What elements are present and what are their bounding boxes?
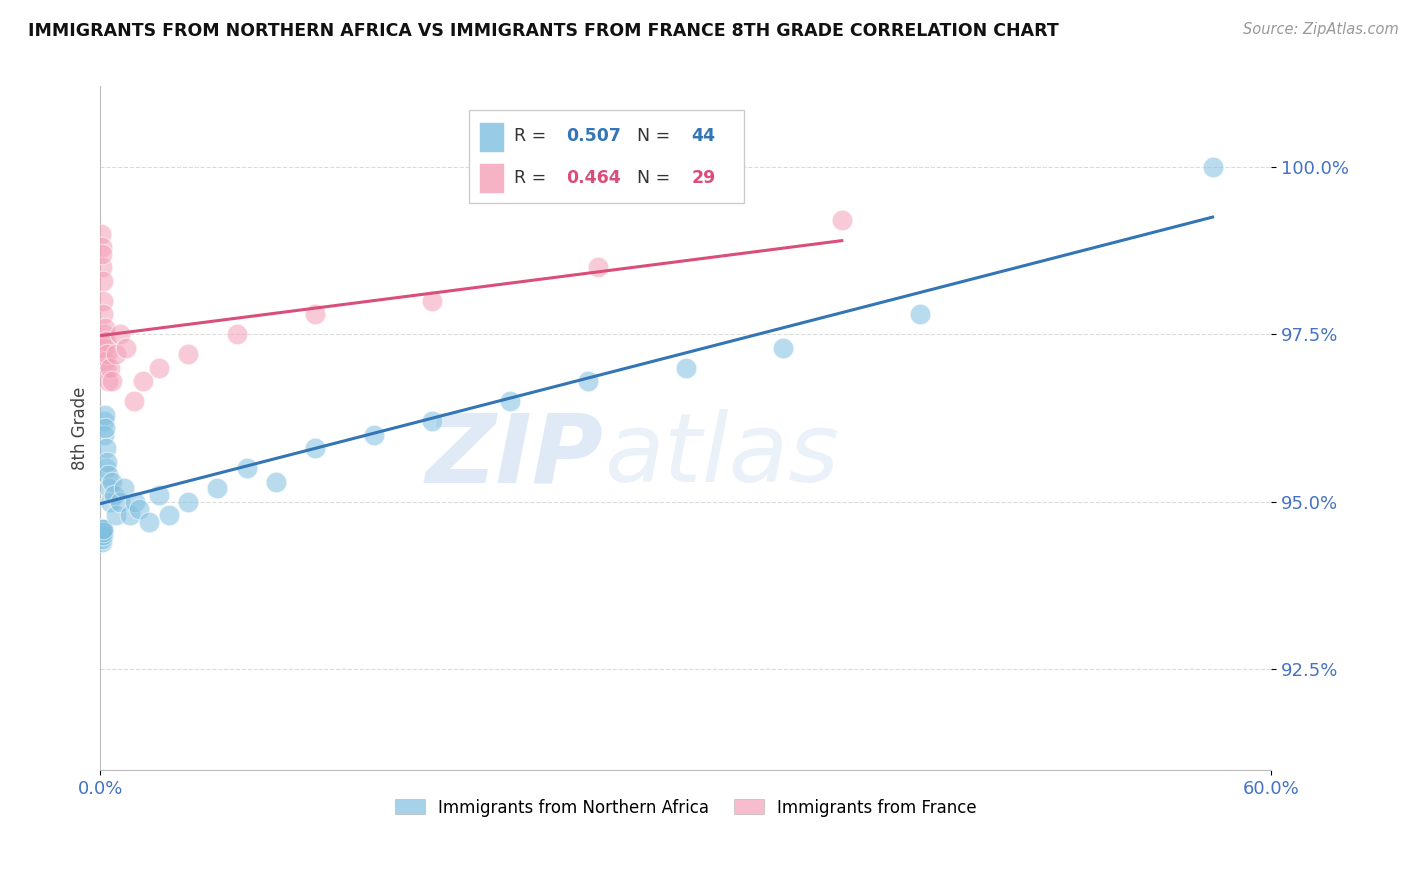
Point: [101, 374, 124, 388]
Point: [96, 347, 118, 361]
Point: [104, 508, 127, 523]
Point: [103, 488, 125, 502]
Point: [96, 461, 118, 475]
Bar: [478, 163, 505, 194]
Point: [118, 508, 141, 523]
Point: [91, 522, 114, 536]
Point: [94, 334, 117, 348]
Point: [90, 260, 112, 275]
Text: R =: R =: [513, 169, 551, 186]
Point: [226, 327, 249, 342]
Point: [90, 227, 112, 241]
Legend: Immigrants from Northern Africa, Immigrants from France: Immigrants from Northern Africa, Immigra…: [388, 792, 984, 823]
Point: [908, 307, 931, 321]
Point: [177, 495, 200, 509]
Point: [304, 442, 326, 456]
Point: [420, 415, 443, 429]
Point: [420, 293, 443, 308]
Point: [108, 327, 131, 342]
Text: 0.507: 0.507: [567, 128, 621, 145]
Point: [90, 522, 112, 536]
Point: [93, 408, 115, 422]
Point: [91, 307, 114, 321]
Text: N =: N =: [637, 169, 675, 186]
Point: [96, 455, 118, 469]
Point: [98, 495, 121, 509]
Point: [93, 428, 115, 442]
Y-axis label: 8th Grade: 8th Grade: [72, 386, 89, 470]
Point: [235, 461, 257, 475]
Text: atlas: atlas: [603, 409, 839, 502]
Text: 0.464: 0.464: [567, 169, 621, 186]
Point: [138, 515, 160, 529]
Point: [91, 528, 114, 542]
Point: [94, 421, 117, 435]
Text: 44: 44: [692, 128, 716, 145]
Point: [772, 341, 794, 355]
Point: [104, 347, 127, 361]
Point: [98, 482, 121, 496]
Point: [91, 524, 114, 539]
Point: [1201, 160, 1223, 174]
Text: Source: ZipAtlas.com: Source: ZipAtlas.com: [1243, 22, 1399, 37]
Point: [586, 260, 609, 275]
Point: [96, 360, 118, 375]
Text: ZIP: ZIP: [426, 409, 603, 502]
Point: [90, 524, 112, 539]
Text: 29: 29: [692, 169, 716, 186]
Point: [91, 247, 114, 261]
Point: [576, 374, 599, 388]
Point: [91, 528, 114, 542]
Text: N =: N =: [637, 128, 675, 145]
Point: [264, 475, 287, 489]
Point: [94, 442, 117, 456]
Bar: [470, 111, 744, 202]
Point: [90, 535, 112, 549]
Point: [90, 240, 112, 254]
Point: [114, 341, 136, 355]
Point: [101, 475, 124, 489]
Point: [91, 293, 114, 308]
Point: [157, 508, 180, 523]
Point: [91, 522, 114, 536]
Point: [90, 528, 112, 542]
Point: [128, 501, 150, 516]
Point: [363, 428, 385, 442]
Point: [304, 307, 326, 321]
Point: [177, 347, 200, 361]
Point: [675, 360, 697, 375]
Point: [124, 495, 146, 509]
Point: [207, 482, 229, 496]
Text: R =: R =: [513, 128, 551, 145]
Point: [122, 394, 145, 409]
Point: [98, 360, 121, 375]
Point: [94, 354, 117, 368]
Point: [132, 374, 155, 388]
Point: [97, 374, 120, 388]
Point: [91, 532, 114, 546]
Point: [93, 327, 115, 342]
Point: [148, 360, 170, 375]
Point: [93, 320, 115, 334]
Text: IMMIGRANTS FROM NORTHERN AFRICA VS IMMIGRANTS FROM FRANCE 8TH GRADE CORRELATION : IMMIGRANTS FROM NORTHERN AFRICA VS IMMIG…: [28, 22, 1059, 40]
Point: [93, 415, 115, 429]
Point: [112, 482, 135, 496]
Point: [148, 488, 170, 502]
Point: [831, 213, 853, 227]
Bar: [478, 121, 505, 152]
Point: [499, 394, 522, 409]
Point: [91, 274, 114, 288]
Point: [108, 495, 131, 509]
Point: [93, 341, 115, 355]
Point: [97, 468, 120, 483]
